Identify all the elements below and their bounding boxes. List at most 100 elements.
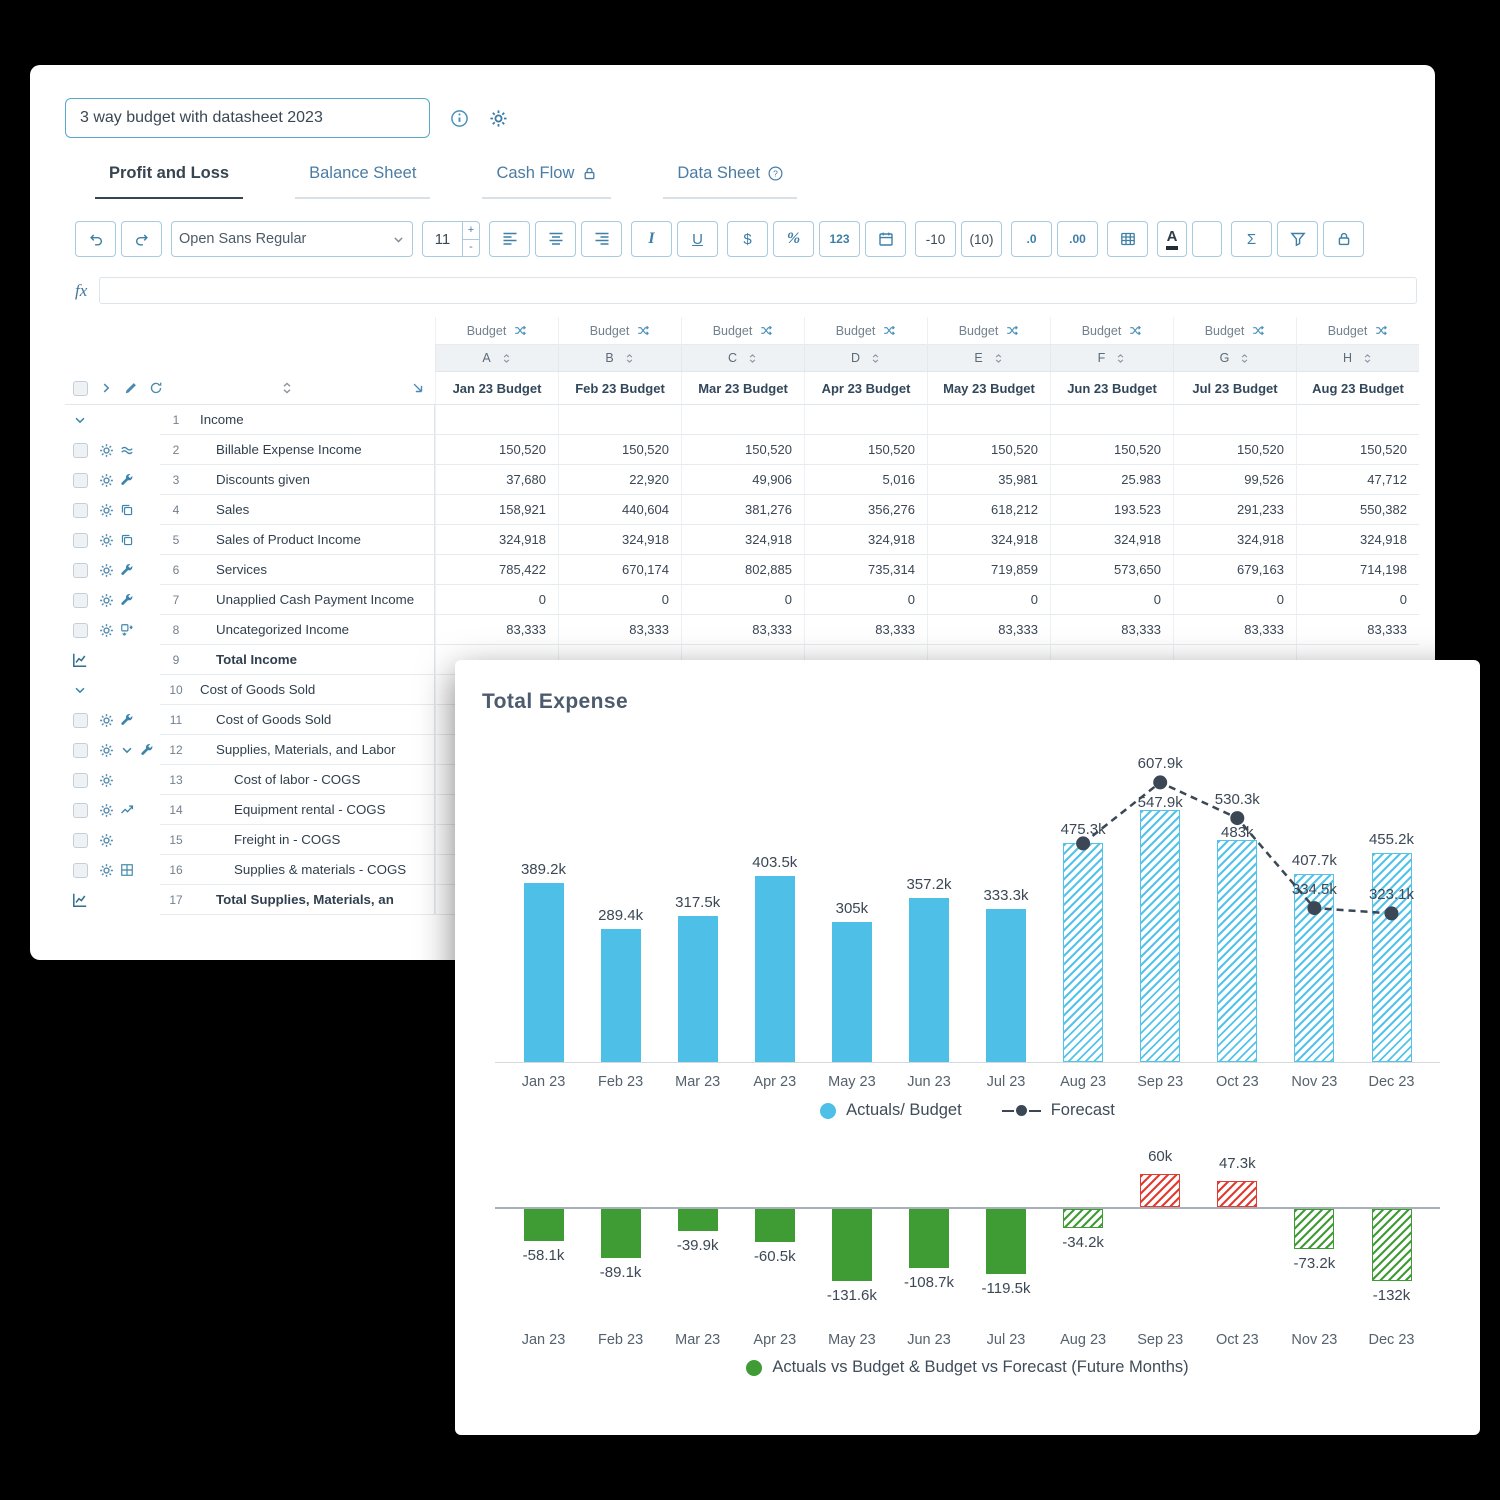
- row-gear-icon[interactable]: [99, 443, 114, 458]
- cell-7-B[interactable]: 0: [558, 585, 681, 615]
- cell-5-F[interactable]: 324,918: [1050, 525, 1173, 555]
- account-name[interactable]: Total Supplies, Materials, an: [192, 885, 435, 915]
- cell-2-G[interactable]: 150,520: [1173, 435, 1296, 465]
- tab-cash-flow[interactable]: Cash Flow: [482, 164, 612, 199]
- column-letter-H[interactable]: H: [1296, 345, 1419, 372]
- settings-gear-icon[interactable]: [489, 109, 508, 128]
- row-checkbox[interactable]: [72, 562, 88, 578]
- workbook-title-input[interactable]: [65, 98, 430, 138]
- column-letter-A[interactable]: A: [435, 345, 558, 372]
- font-color-button[interactable]: A: [1157, 221, 1187, 257]
- tab-balance-sheet[interactable]: Balance Sheet: [295, 164, 431, 199]
- pencil-icon[interactable]: [124, 381, 138, 395]
- font-size-decrease[interactable]: -: [469, 241, 473, 254]
- row-checkbox[interactable]: [72, 592, 88, 608]
- column-group-budget[interactable]: Budget: [927, 317, 1050, 345]
- select-all-checkbox[interactable]: [73, 380, 88, 396]
- formula-input[interactable]: [99, 277, 1417, 304]
- fill-color-button[interactable]: [1192, 221, 1222, 257]
- account-name[interactable]: Services: [192, 555, 435, 585]
- row-checkbox[interactable]: [72, 532, 88, 548]
- cell-1-G[interactable]: [1173, 405, 1296, 435]
- row-checkbox[interactable]: [72, 742, 88, 758]
- column-title-A[interactable]: Jan 23 Budget: [435, 372, 558, 405]
- row-gear-icon[interactable]: [99, 743, 114, 758]
- cell-4-D[interactable]: 356,276: [804, 495, 927, 525]
- cell-5-B[interactable]: 324,918: [558, 525, 681, 555]
- cell-7-A[interactable]: 0: [435, 585, 558, 615]
- chevron-right-icon[interactable]: [99, 381, 113, 395]
- account-name[interactable]: Income: [192, 405, 435, 435]
- cell-1-F[interactable]: [1050, 405, 1173, 435]
- account-name[interactable]: Sales of Product Income: [192, 525, 435, 555]
- decimal-increase-button[interactable]: .00: [1057, 221, 1098, 257]
- cell-5-H[interactable]: 324,918: [1296, 525, 1419, 555]
- cell-3-A[interactable]: 37,680: [435, 465, 558, 495]
- cell-8-D[interactable]: 83,333: [804, 615, 927, 645]
- cell-1-E[interactable]: [927, 405, 1050, 435]
- cell-5-G[interactable]: 324,918: [1173, 525, 1296, 555]
- cell-2-E[interactable]: 150,520: [927, 435, 1050, 465]
- row-checkbox[interactable]: [72, 802, 88, 818]
- cell-2-C[interactable]: 150,520: [681, 435, 804, 465]
- negative-paren-button[interactable]: (10): [961, 221, 1002, 257]
- cell-7-F[interactable]: 0: [1050, 585, 1173, 615]
- account-name[interactable]: Total Income: [192, 645, 435, 675]
- cell-3-D[interactable]: 5,016: [804, 465, 927, 495]
- cell-4-A[interactable]: 158,921: [435, 495, 558, 525]
- column-letter-G[interactable]: G: [1173, 345, 1296, 372]
- account-name[interactable]: Cost of Goods Sold: [192, 705, 435, 735]
- font-family-select[interactable]: Open Sans Regular: [171, 221, 413, 257]
- column-title-B[interactable]: Feb 23 Budget: [558, 372, 681, 405]
- row-checkbox[interactable]: [72, 472, 88, 488]
- undo-button[interactable]: [75, 221, 116, 257]
- row-checkbox[interactable]: [72, 442, 88, 458]
- cell-3-B[interactable]: 22,920: [558, 465, 681, 495]
- account-name[interactable]: Billable Expense Income: [192, 435, 435, 465]
- account-name[interactable]: Discounts given: [192, 465, 435, 495]
- column-title-G[interactable]: Jul 23 Budget: [1173, 372, 1296, 405]
- italic-button[interactable]: I: [631, 221, 672, 257]
- column-group-budget[interactable]: Budget: [435, 317, 558, 345]
- account-name[interactable]: Cost of labor - COGS: [192, 765, 435, 795]
- align-center-button[interactable]: [535, 221, 576, 257]
- column-title-H[interactable]: Aug 23 Budget: [1296, 372, 1419, 405]
- cell-7-H[interactable]: 0: [1296, 585, 1419, 615]
- cell-6-G[interactable]: 679,163: [1173, 555, 1296, 585]
- cell-2-B[interactable]: 150,520: [558, 435, 681, 465]
- row-gear-icon[interactable]: [99, 473, 114, 488]
- row-checkbox[interactable]: [72, 622, 88, 638]
- number-format-button[interactable]: 123: [819, 221, 860, 257]
- cell-8-C[interactable]: 83,333: [681, 615, 804, 645]
- tab-profit-and-loss[interactable]: Profit and Loss: [95, 164, 244, 199]
- column-letter-B[interactable]: B: [558, 345, 681, 372]
- cell-3-H[interactable]: 47,712: [1296, 465, 1419, 495]
- account-name[interactable]: Supplies, Materials, and Labor: [192, 735, 435, 765]
- cell-7-E[interactable]: 0: [927, 585, 1050, 615]
- row-checkbox[interactable]: [72, 862, 88, 878]
- column-group-budget[interactable]: Budget: [1173, 317, 1296, 345]
- column-letter-F[interactable]: F: [1050, 345, 1173, 372]
- cell-3-C[interactable]: 49,906: [681, 465, 804, 495]
- cell-4-B[interactable]: 440,604: [558, 495, 681, 525]
- percent-format-button[interactable]: %: [773, 221, 814, 257]
- cell-4-G[interactable]: 291,233: [1173, 495, 1296, 525]
- cell-1-C[interactable]: [681, 405, 804, 435]
- account-name[interactable]: Supplies & materials - COGS: [192, 855, 435, 885]
- cell-6-C[interactable]: 802,885: [681, 555, 804, 585]
- column-title-E[interactable]: May 23 Budget: [927, 372, 1050, 405]
- row-gear-icon[interactable]: [99, 503, 114, 518]
- account-name[interactable]: Freight in - COGS: [192, 825, 435, 855]
- column-group-budget[interactable]: Budget: [681, 317, 804, 345]
- cell-1-H[interactable]: [1296, 405, 1419, 435]
- row-gear-icon[interactable]: [99, 563, 114, 578]
- cell-8-A[interactable]: 83,333: [435, 615, 558, 645]
- account-name[interactable]: Cost of Goods Sold: [192, 675, 435, 705]
- cell-7-C[interactable]: 0: [681, 585, 804, 615]
- cell-1-B[interactable]: [558, 405, 681, 435]
- cell-4-C[interactable]: 381,276: [681, 495, 804, 525]
- column-letter-E[interactable]: E: [927, 345, 1050, 372]
- row-checkbox[interactable]: [72, 712, 88, 728]
- sum-button[interactable]: Σ: [1231, 221, 1272, 257]
- cell-5-D[interactable]: 324,918: [804, 525, 927, 555]
